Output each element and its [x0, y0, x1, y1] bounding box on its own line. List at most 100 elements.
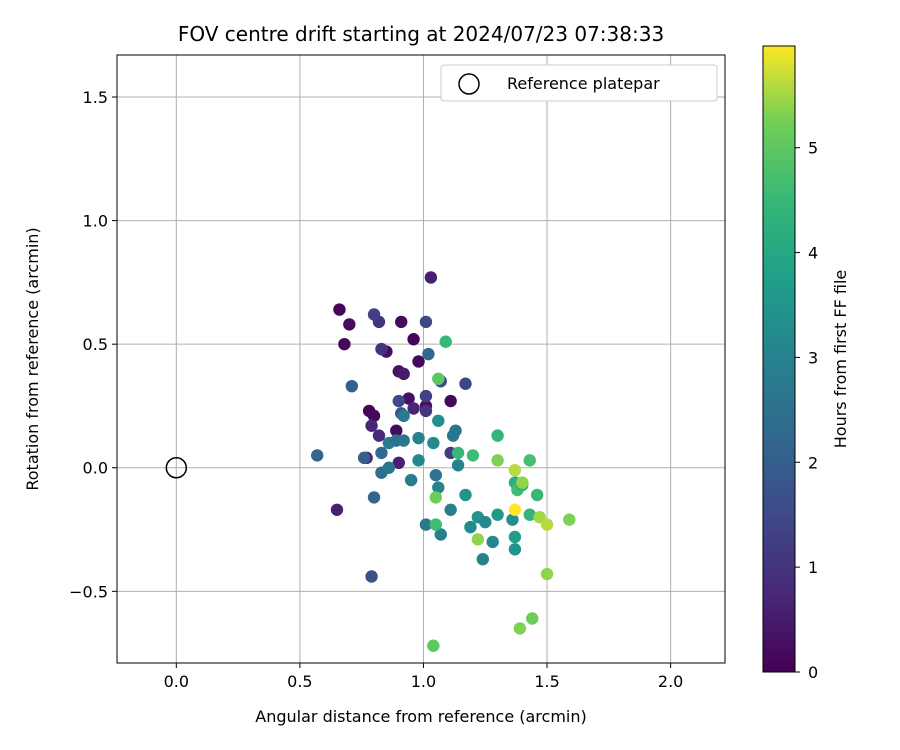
legend: Reference platepar — [440, 64, 718, 102]
y-tick-label: 0.0 — [83, 459, 108, 478]
x-ticks: 0.0 0.5 1.0 1.5 2.0 — [164, 663, 683, 691]
colorbar: 0 1 2 3 4 5 Hours from first FF file — [762, 45, 850, 682]
x-axis-label: Angular distance from reference (arcmin) — [255, 707, 586, 726]
data-point — [464, 520, 477, 534]
data-point — [432, 372, 445, 385]
data-point — [338, 337, 351, 351]
data-point — [471, 533, 485, 546]
data-point — [486, 535, 499, 549]
colorbar-ticks: 0 1 2 3 4 5 — [795, 139, 818, 682]
data-point — [419, 404, 433, 418]
data-point — [479, 515, 492, 529]
colorbar-tick-label: 5 — [808, 139, 818, 158]
data-point — [530, 488, 544, 502]
data-point — [508, 543, 522, 556]
data-point — [444, 503, 457, 516]
data-point — [434, 528, 447, 541]
plot-frame — [116, 54, 726, 664]
data-point — [451, 446, 465, 460]
data-point — [508, 464, 522, 477]
data-point — [432, 414, 445, 427]
data-point — [397, 367, 410, 381]
data-point — [419, 315, 433, 329]
y-tick-label: −0.5 — [69, 582, 108, 601]
colorbar-gradient — [762, 45, 796, 673]
data-point — [382, 461, 396, 474]
data-point — [427, 436, 440, 450]
data-point — [540, 567, 554, 581]
colorbar-label: Hours from first FF file — [831, 270, 850, 449]
data-point — [397, 409, 410, 423]
data-point — [412, 454, 425, 467]
data-point — [526, 612, 539, 625]
data-point — [449, 424, 462, 437]
data-point — [365, 419, 378, 432]
data-point — [397, 434, 410, 447]
colorbar-tick-label: 1 — [808, 558, 818, 577]
data-point — [429, 491, 443, 504]
y-tick-label: 0.5 — [83, 335, 108, 354]
reference-marker-group — [165, 456, 188, 479]
data-point — [390, 424, 403, 437]
data-point — [372, 429, 386, 442]
data-point — [427, 639, 440, 652]
data-point — [310, 449, 324, 462]
data-point — [491, 429, 504, 442]
colorbar-tick-label: 3 — [808, 348, 818, 367]
data-point — [429, 468, 443, 482]
x-tick-label: 0.5 — [287, 672, 312, 691]
data-point — [459, 488, 472, 502]
data-point — [375, 342, 388, 356]
chart-title: FOV centre drift starting at 2024/07/23 … — [178, 22, 664, 46]
data-point — [367, 308, 381, 321]
data-point — [419, 389, 433, 403]
data-point — [451, 459, 465, 472]
data-point — [508, 503, 522, 516]
y-tick-label: 1.0 — [83, 212, 108, 231]
x-tick-label: 1.5 — [534, 672, 559, 691]
y-axis-label: Rotation from reference (arcmin) — [23, 227, 42, 490]
colorbar-tick-label: 2 — [808, 453, 818, 472]
data-point — [523, 454, 536, 467]
data-point — [419, 518, 433, 531]
data-point — [357, 451, 371, 465]
legend-box — [440, 64, 718, 102]
data-point — [395, 315, 408, 329]
data-point — [424, 271, 438, 284]
y-tick-label: 1.5 — [83, 88, 108, 107]
data-point — [459, 377, 472, 390]
data-point — [491, 454, 504, 467]
data-point — [333, 303, 346, 316]
data-point — [466, 449, 480, 462]
data-point — [439, 335, 452, 348]
data-point — [404, 473, 418, 487]
data-point — [402, 392, 415, 405]
data-point — [330, 503, 344, 516]
legend-reference-marker — [458, 73, 480, 95]
data-point — [508, 530, 522, 544]
data-point — [375, 446, 388, 460]
data-point — [523, 508, 536, 521]
reference-marker — [165, 456, 188, 479]
legend-reference-label: Reference platepar — [507, 74, 660, 93]
data-point — [513, 622, 527, 635]
data-point — [345, 379, 358, 393]
x-tick-label: 0.0 — [164, 672, 189, 691]
data-point — [412, 355, 425, 368]
data-point — [516, 476, 529, 489]
data-point — [563, 513, 576, 526]
x-tick-label: 1.0 — [411, 672, 436, 691]
data-point — [343, 318, 356, 331]
data-point — [476, 552, 489, 566]
data-point — [392, 394, 405, 408]
x-tick-label: 2.0 — [658, 672, 683, 691]
y-ticks: −0.5 0.0 0.5 1.0 1.5 — [69, 88, 117, 601]
data-point — [367, 491, 381, 504]
data-point — [422, 347, 435, 361]
colorbar-tick-label: 0 — [808, 663, 818, 682]
data-points — [310, 271, 576, 652]
data-point — [444, 394, 457, 408]
data-point — [407, 333, 420, 346]
